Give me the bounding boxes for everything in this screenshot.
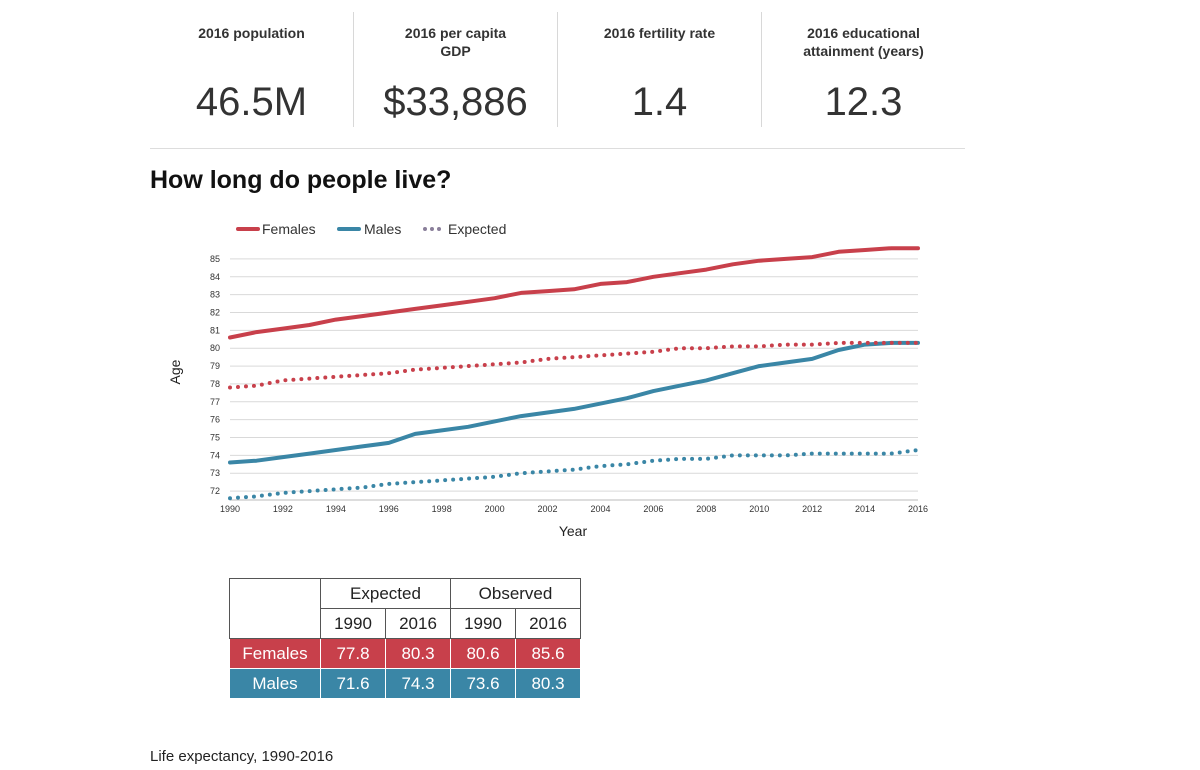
table-cell: 74.3 bbox=[385, 668, 451, 699]
table-cell: 73.6 bbox=[450, 668, 516, 699]
table-year-header: 1990 bbox=[450, 608, 516, 639]
x-tick-label: 2010 bbox=[749, 504, 769, 514]
table-year-header: 1990 bbox=[320, 608, 386, 639]
stat-fertility: 2016 fertility rate 1.4 bbox=[557, 12, 761, 127]
x-tick-label: 2002 bbox=[538, 504, 558, 514]
table-row-label: Females bbox=[229, 638, 321, 669]
series-line-males bbox=[228, 340, 920, 465]
stats-row: 2016 population 46.5M 2016 per capita GD… bbox=[150, 12, 965, 127]
stat-label: 2016 per capita GDP bbox=[404, 25, 507, 59]
y-axis-title: Age bbox=[167, 359, 183, 384]
y-tick-label: 74 bbox=[210, 450, 220, 460]
y-tick-label: 73 bbox=[210, 468, 220, 478]
y-tick-label: 76 bbox=[210, 415, 220, 425]
series-line-expected-females bbox=[228, 340, 920, 390]
stat-label: 2016 population bbox=[198, 25, 305, 41]
x-axis-title: Year bbox=[559, 523, 588, 539]
table-group-header: Observed bbox=[450, 578, 581, 609]
x-tick-label: 1992 bbox=[273, 504, 293, 514]
chart-caption: Life expectancy, 1990-2016 bbox=[150, 748, 334, 765]
y-tick-label: 82 bbox=[210, 308, 220, 318]
y-tick-label: 84 bbox=[210, 272, 220, 282]
table-cell: 80.3 bbox=[385, 638, 451, 669]
series-line-expected-males bbox=[228, 448, 920, 501]
x-tick-label: 1998 bbox=[432, 504, 452, 514]
section-heading: How long do people live? bbox=[150, 166, 452, 194]
x-tick-label: 2008 bbox=[696, 504, 716, 514]
stat-population: 2016 population 46.5M bbox=[150, 12, 353, 127]
x-tick-label: 1994 bbox=[326, 504, 346, 514]
y-tick-label: 72 bbox=[210, 486, 220, 496]
table-row-label: Males bbox=[229, 668, 321, 699]
stat-label: 2016 educational attainment (years) bbox=[803, 25, 924, 59]
table-year-header: 2016 bbox=[515, 608, 581, 639]
table-header-row: Expected Observed bbox=[229, 578, 581, 639]
stat-value: $33,886 bbox=[383, 80, 528, 124]
y-tick-label: 85 bbox=[210, 254, 220, 264]
x-tick-label: 2014 bbox=[855, 504, 875, 514]
legend-label: Females bbox=[262, 221, 316, 237]
table-group-header: Expected bbox=[320, 578, 451, 609]
stat-value: 46.5M bbox=[195, 80, 308, 124]
x-tick-label: 2006 bbox=[643, 504, 663, 514]
stat-value: 12.3 bbox=[824, 80, 903, 124]
x-tick-label: 2000 bbox=[485, 504, 505, 514]
table-cell: 85.6 bbox=[515, 638, 581, 669]
table-row-females: Females 77.8 80.3 80.6 85.6 bbox=[229, 638, 581, 669]
table-corner-cell bbox=[229, 578, 321, 639]
legend-label: Expected bbox=[448, 221, 506, 237]
table-cell: 71.6 bbox=[320, 668, 386, 699]
stat-label: 2016 fertility rate bbox=[603, 25, 716, 41]
stat-gdp: 2016 per capita GDP $33,886 bbox=[353, 12, 557, 127]
y-tick-label: 75 bbox=[210, 433, 220, 443]
table-row-males: Males 71.6 74.3 73.6 80.3 bbox=[229, 668, 581, 699]
divider bbox=[150, 148, 965, 149]
y-tick-label: 77 bbox=[210, 397, 220, 407]
stat-education: 2016 educational attainment (years) 12.3 bbox=[761, 12, 965, 127]
x-tick-label: 1996 bbox=[379, 504, 399, 514]
y-tick-label: 79 bbox=[210, 361, 220, 371]
legend-label: Males bbox=[364, 221, 401, 237]
y-tick-label: 78 bbox=[210, 379, 220, 389]
y-tick-label: 80 bbox=[210, 343, 220, 353]
life-expectancy-chart: 72 73 74 75 76 77 78 79 80 81 82 83 84 85 1990 1992 1994… bbox=[167, 221, 928, 539]
table-cell: 80.6 bbox=[450, 638, 516, 669]
stat-value: 1.4 bbox=[631, 80, 688, 124]
x-tick-label: 1990 bbox=[220, 504, 240, 514]
table-cell: 80.3 bbox=[515, 668, 581, 699]
summary-table: Expected Observed 1990 2016 1990 2016 Fe… bbox=[229, 578, 581, 699]
y-tick-label: 81 bbox=[210, 325, 220, 335]
series-line-females bbox=[228, 246, 920, 340]
table-year-row: 1990 2016 1990 2016 bbox=[230, 608, 581, 639]
x-tick-label: 2016 bbox=[908, 504, 928, 514]
x-tick-label: 2004 bbox=[590, 504, 610, 514]
x-tick-label: 2012 bbox=[802, 504, 822, 514]
table-cell: 77.8 bbox=[320, 638, 386, 669]
table-year-header: 2016 bbox=[385, 608, 451, 639]
y-tick-label: 83 bbox=[210, 290, 220, 300]
